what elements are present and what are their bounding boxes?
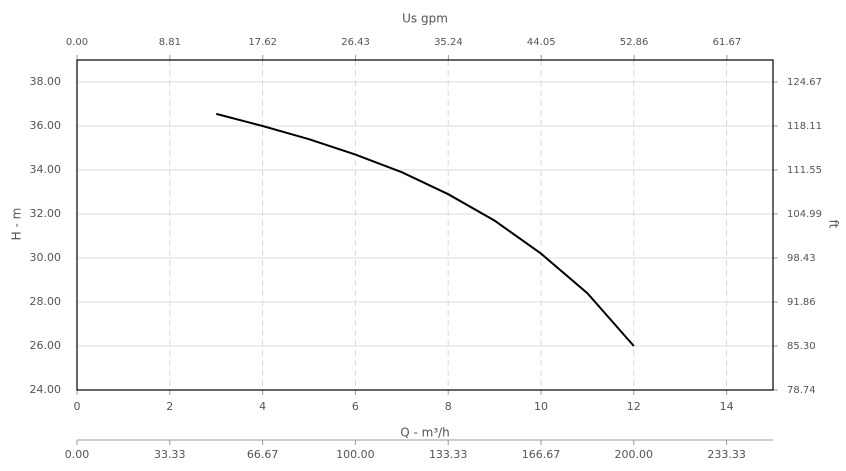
y2-axis-title: ft [827, 220, 841, 229]
curve [215, 112, 635, 347]
y2-tick-label: 78.74 [787, 385, 816, 396]
x3-tick-label: 100.00 [336, 448, 375, 461]
x-tick-label: 8 [445, 400, 452, 413]
x-tick-label: 14 [720, 400, 734, 413]
y-tick-label: 36.00 [30, 119, 62, 132]
y-tick-label: 38.00 [30, 75, 62, 88]
x2-tick-label: 52.86 [620, 37, 649, 48]
x3-tick-label: 166.67 [522, 448, 561, 461]
x2-tick-label: 61.67 [713, 37, 742, 48]
y2-tick-label: 118.11 [787, 121, 822, 132]
y2-tick-label: 104.99 [787, 209, 822, 220]
x2-tick-label: 44.05 [527, 37, 556, 48]
y-tick-label: 34.00 [30, 163, 62, 176]
x-tick-label: 0 [74, 400, 81, 413]
y-tick-label: 30.00 [30, 251, 62, 264]
y-tick-label: 28.00 [30, 295, 62, 308]
x3-tick-label: 233.33 [707, 448, 746, 461]
y-tick-label: 26.00 [30, 339, 62, 352]
x-tick-label: 2 [166, 400, 173, 413]
x-tick-label: 10 [534, 400, 548, 413]
x2-axis-title: Us gpm [402, 12, 448, 26]
x2-tick-label: 17.62 [248, 37, 277, 48]
x2-tick-label: 26.43 [341, 37, 370, 48]
x3-tick-label: 200.00 [615, 448, 654, 461]
x-tick-label: 6 [352, 400, 359, 413]
x2-tick-label: 0.00 [66, 37, 88, 48]
y-tick-label: 24.00 [30, 383, 62, 396]
x2-tick-label: 35.24 [434, 37, 463, 48]
x3-tick-label: 133.33 [429, 448, 468, 461]
y2-tick-label: 85.30 [787, 341, 816, 352]
y2-tick-label: 98.43 [787, 253, 816, 264]
x-tick-label: 12 [627, 400, 641, 413]
x-tick-label: 4 [259, 400, 266, 413]
plot-border [76, 59, 774, 391]
y-tick-label: 32.00 [30, 207, 62, 220]
x3-tick-label: 33.33 [154, 448, 186, 461]
y2-tick-label: 124.67 [787, 77, 822, 88]
x3-tick-label: 0.00 [65, 448, 90, 461]
y2-tick-label: 111.55 [787, 165, 822, 176]
x3-tick-label: 66.67 [247, 448, 279, 461]
x-axis-title: Q - m³/h [400, 426, 450, 440]
x2-tick-label: 8.81 [159, 37, 181, 48]
y2-tick-label: 91.86 [787, 297, 816, 308]
y-axis-title: H - m [10, 208, 24, 241]
